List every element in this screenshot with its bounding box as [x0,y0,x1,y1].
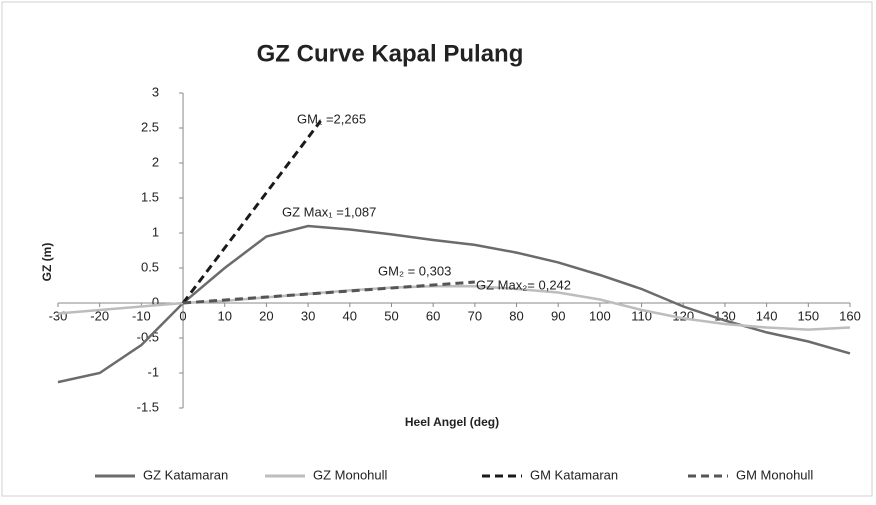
y-tick-label: 1 [152,224,159,239]
y-axis-label: GZ (m) [40,243,54,282]
x-tick-label: 70 [468,308,482,323]
x-tick-label: 40 [343,308,357,323]
x-tick-label: -30 [49,308,68,323]
legend-label: GM Katamaran [530,467,618,482]
x-tick-label: 160 [839,308,861,323]
legend-label: GM Monohull [736,467,813,482]
series-line [57,224,851,384]
x-axis-label: Heel Angel (deg) [405,415,499,429]
x-tick-label: 30 [301,308,315,323]
x-tick-label: 20 [259,308,273,323]
x-tick-label: -20 [90,308,109,323]
y-tick-label: 1.5 [141,189,159,204]
y-tick-label: 3 [152,84,159,99]
y-tick-label: -1.5 [137,399,159,414]
x-tick-label: 140 [756,308,778,323]
legend-label: GZ Monohull [313,467,388,482]
y-tick-label: 0.5 [141,259,159,274]
x-tick-label: 150 [797,308,819,323]
y-tick-label: -1 [147,364,159,379]
legend-label: GZ Katamaran [143,467,228,482]
x-tick-label: -10 [132,308,151,323]
x-tick-label: 90 [551,308,565,323]
x-tick-label: 0 [179,308,186,323]
x-tick-label: 60 [426,308,440,323]
chart-frame [1,1,873,497]
annotation: GZ Max₂= 0,242 [476,277,571,292]
y-tick-label: 2 [152,154,159,169]
annotation: GM₂ = 0,303 [378,263,451,278]
chart-title: GZ Curve Kapal Pulang [257,40,524,67]
y-tick-label: 0 [152,294,159,309]
x-tick-label: 100 [589,308,611,323]
x-tick-label: 10 [218,308,232,323]
annotation: GZ Max₁ =1,087 [282,204,376,219]
x-tick-label: 80 [509,308,523,323]
annotation: GM₁ =2,265 [297,111,366,126]
y-tick-label: 2.5 [141,119,159,134]
series-line [182,280,475,305]
x-tick-label: 50 [384,308,398,323]
